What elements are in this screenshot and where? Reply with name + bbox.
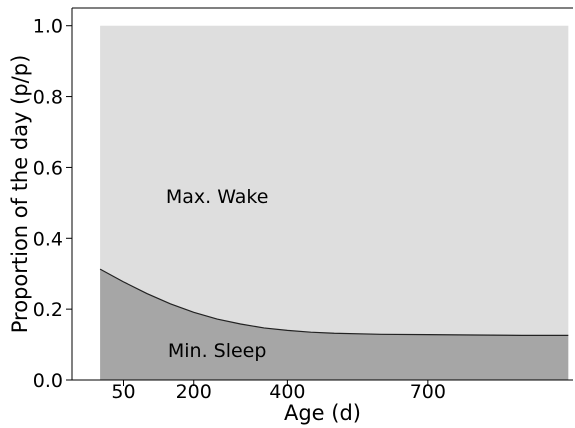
x-tick-label: 50: [111, 381, 135, 403]
boundary-line: [99, 268, 569, 336]
x-axis-label: Age (d): [284, 401, 361, 425]
y-tick-label: 0.6: [33, 157, 63, 179]
area-upper: [100, 25, 569, 336]
y-tick-label: 0.4: [33, 228, 63, 250]
y-tick-label: 0.2: [33, 299, 63, 321]
area-lower: [100, 269, 569, 380]
annotation-max-wake: Max. Wake: [166, 186, 269, 208]
y-axis-label: Proportion of the day (p/p): [8, 55, 32, 334]
axes: [71, 7, 573, 381]
annotations: Max. Wake Min. Sleep: [166, 186, 269, 362]
y-tick-label: 1.0: [33, 16, 63, 38]
y-tick-label: 0.0: [33, 370, 63, 392]
x-tick-label: 700: [410, 381, 446, 403]
x-tick-label: 200: [176, 381, 212, 403]
ticks: 0.0 0.2 0.4 0.6 0.8 1.0 50 200 400 700: [33, 16, 446, 403]
annotation-min-sleep: Min. Sleep: [168, 340, 267, 362]
y-tick-label: 0.8: [33, 87, 63, 109]
area-layer: [99, 25, 569, 380]
x-tick-label: 400: [269, 381, 305, 403]
